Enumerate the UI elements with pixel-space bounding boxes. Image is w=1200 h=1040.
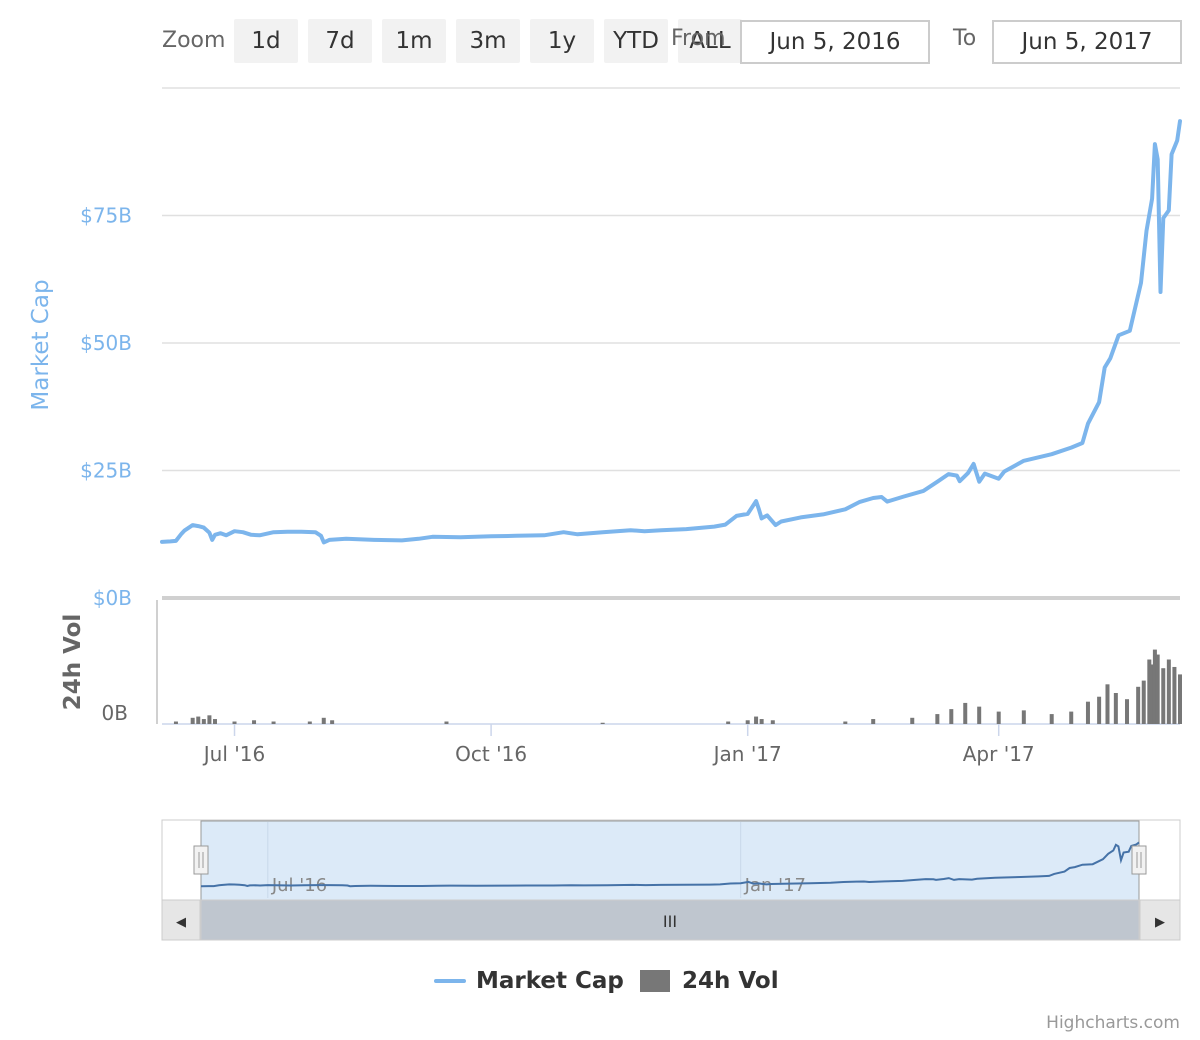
volume-bar — [977, 706, 982, 724]
navigator-right-handle[interactable] — [1131, 845, 1147, 875]
navigator-selected-range[interactable] — [200, 820, 1140, 901]
y-axis-title: Market Cap — [28, 279, 54, 410]
y-axis-ticks: $0B $25B $50B $75B — [80, 204, 132, 611]
to-label: To — [953, 26, 977, 51]
navigator-tick-label: Jan '17 — [744, 875, 806, 896]
volume-bar — [996, 711, 1001, 724]
volume-bar — [1172, 666, 1177, 724]
volume-bar — [307, 721, 312, 724]
market-cap-chart: $0B $25B $50B $75B Market Cap 24h Vol 0B Ju… — [28, 87, 1182, 941]
volume-bar — [754, 716, 759, 724]
volume-bar — [212, 719, 217, 724]
volume-bar — [173, 721, 178, 724]
scrollbar-grip-icon: III — [663, 912, 677, 931]
volume-bar — [963, 702, 968, 724]
volume-bar — [770, 720, 775, 724]
volume-bar — [190, 717, 195, 724]
volume-bar — [1141, 680, 1146, 724]
zoom-button-ytd[interactable]: YTD — [604, 19, 668, 63]
volume-bar — [1178, 674, 1182, 724]
volume-bar — [1136, 686, 1141, 724]
scrollbar-thumb[interactable] — [200, 899, 1140, 941]
volume-bar — [726, 721, 731, 724]
volume-bar — [1147, 659, 1152, 724]
volume-bar — [1097, 696, 1102, 724]
navigator-left-handle[interactable] — [193, 845, 209, 875]
volume-bars — [173, 649, 1182, 724]
volume-bar — [1049, 714, 1054, 724]
volume-bar — [232, 721, 237, 724]
legend-label-volume: 24h Vol — [682, 968, 779, 994]
volume-bar — [1166, 659, 1171, 724]
x-tick-label: Jan '17 — [712, 742, 782, 766]
scroll-left-arrow-icon[interactable]: ◀ — [176, 915, 186, 930]
volume-bar — [759, 719, 764, 724]
y-tick-label: $75B — [80, 204, 132, 228]
volume-bar — [1161, 668, 1166, 724]
volume-bar — [871, 719, 876, 724]
volume-bar — [330, 720, 335, 724]
y-tick-label: $0B — [93, 586, 132, 610]
volume-bar — [745, 720, 750, 724]
volume-bar — [843, 721, 848, 724]
zoom-button-7d[interactable]: 7d — [308, 19, 372, 63]
zoom-button-1d[interactable]: 1d — [234, 19, 298, 63]
volume-bar — [196, 716, 201, 724]
x-tick-label: Oct '16 — [455, 742, 527, 766]
volume-bar — [1155, 654, 1160, 724]
volume-bar — [1125, 699, 1130, 724]
market-cap-series-line — [160, 119, 1182, 545]
volume-bar — [949, 709, 954, 724]
volume-bar — [935, 714, 940, 724]
volume-bar — [1152, 649, 1157, 724]
volume-axis-tick-label: 0B — [102, 701, 128, 725]
volume-bar — [600, 722, 605, 724]
volume-bar — [1069, 711, 1074, 724]
scrollbar-right-button[interactable] — [1139, 899, 1181, 941]
scrollbar-left-button[interactable] — [161, 899, 201, 941]
legend-box-icon — [640, 970, 670, 992]
volume-bar — [1150, 664, 1155, 724]
from-label: From — [671, 26, 726, 51]
to-date-input[interactable]: Jun 5, 2017 — [992, 20, 1182, 64]
legend-label-market-cap: Market Cap — [476, 968, 624, 994]
scrollbar[interactable]: ◀ III ▶ — [161, 899, 1181, 941]
x-tick-label: Apr '17 — [963, 742, 1035, 766]
volume-bar — [1105, 684, 1110, 724]
grid-lines — [156, 87, 1180, 725]
y-tick-label: $25B — [80, 459, 132, 483]
zoom-button-1y[interactable]: 1y — [530, 19, 594, 63]
zoom-button-1m[interactable]: 1m — [382, 19, 446, 63]
volume-axis-title: 24h Vol — [60, 614, 86, 711]
zoom-button-3m[interactable]: 3m — [456, 19, 520, 63]
volume-bar — [201, 719, 206, 724]
credits-link[interactable]: Highcharts.com — [1046, 1013, 1180, 1033]
volume-bar — [271, 721, 276, 724]
legend: Market Cap 24h Vol — [0, 968, 1200, 1008]
volume-bar — [1021, 710, 1026, 724]
y-tick-label: $50B — [80, 331, 132, 355]
volume-bar — [910, 717, 915, 724]
x-axis-ticks: Jul '16 Oct '16 Jan '17 Apr '17 — [202, 724, 1035, 766]
zoom-label: Zoom — [162, 28, 226, 53]
zoom-button-all[interactable]: ALL — [678, 19, 742, 63]
volume-bar — [1113, 693, 1118, 724]
volume-bar — [444, 721, 449, 724]
navigator[interactable]: Jul '16 Jan '17 — [161, 819, 1181, 901]
scroll-right-arrow-icon[interactable]: ▶ — [1155, 915, 1165, 930]
from-date-input[interactable]: Jun 5, 2016 — [740, 20, 930, 64]
legend-item-volume[interactable]: 24h Vol — [640, 968, 779, 994]
volume-bar — [207, 715, 212, 724]
volume-bar — [321, 717, 326, 724]
navigator-series-line — [200, 841, 1140, 888]
legend-line-icon — [434, 979, 466, 983]
volume-bar — [1085, 701, 1090, 724]
legend-item-market-cap[interactable]: Market Cap — [434, 968, 624, 994]
volume-bar — [252, 720, 257, 724]
x-tick-label: Jul '16 — [202, 742, 265, 766]
